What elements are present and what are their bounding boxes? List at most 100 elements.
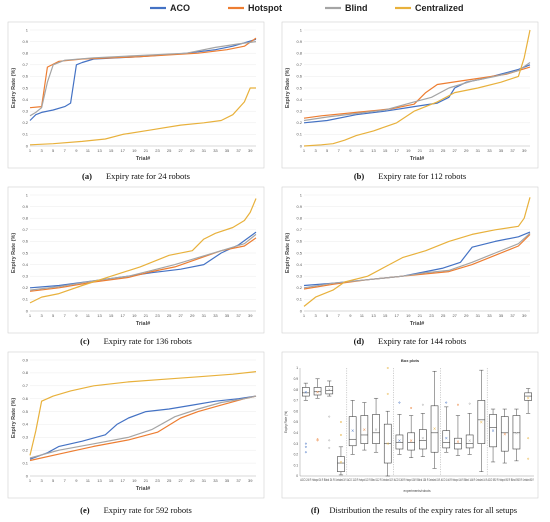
box-mean-marker: × <box>398 438 401 443</box>
x-tick-label: 1 <box>303 148 306 153</box>
y-tick-label: 0.1 <box>22 297 28 302</box>
x-axis-title: Trial# <box>136 156 150 162</box>
x-tick-label: 9 <box>349 313 352 318</box>
x-tick-label: 15 <box>383 148 388 153</box>
y-tick-label: 0.9 <box>22 204 28 209</box>
box-mean-marker: × <box>328 387 331 392</box>
x-tick-label: 19 <box>406 313 411 318</box>
box-iqr <box>477 400 486 444</box>
x-tick-label: 21 <box>418 148 423 153</box>
x-tick-label: 7 <box>338 148 341 153</box>
x-tick-label: 39 <box>248 478 253 483</box>
y-axis-title: Expiry Rate (%) <box>284 411 288 433</box>
caption-text: Expiry rate for 136 robots <box>104 336 192 346</box>
outlier-point <box>410 407 413 409</box>
y-tick-label: 0 <box>300 308 303 313</box>
x-tick-label: 13 <box>97 313 102 318</box>
y-axis-title: Expiry Rate (%) <box>11 68 17 109</box>
box-centralized-112-r: × Centralized 112 R <box>382 367 394 482</box>
x-tick-label: 33 <box>487 148 492 153</box>
series-line-hotspot <box>29 37 257 109</box>
y-tick-label: 0 <box>296 474 298 478</box>
x-tick-label: 3 <box>314 313 317 318</box>
box-mean-marker: × <box>351 428 354 433</box>
x-tick-label: 27 <box>178 148 183 153</box>
x-tick-label: 33 <box>487 313 492 318</box>
y-tick-label: 0.2 <box>22 285 28 290</box>
x-tick-label: 11 <box>86 148 91 153</box>
y-tick-label: 0.5 <box>296 85 302 90</box>
box-iqr <box>372 414 380 444</box>
x-tick-label: 39 <box>248 313 253 318</box>
x-tick-label: 25 <box>167 313 172 318</box>
x-axis-title: Trial# <box>136 321 150 327</box>
x-tick-label: 7 <box>64 148 67 153</box>
caption-text: Expiry rate for 112 robots <box>378 171 466 181</box>
outlier-point <box>328 439 331 442</box>
y-tick-label: 1 <box>26 192 29 197</box>
box-iqr <box>407 432 415 451</box>
outlier-point <box>527 437 530 440</box>
legend: ACO Hotspot Blind Centralized <box>150 3 464 13</box>
caption-d: (d) Expiry rate for 144 robots <box>354 336 467 346</box>
box-aco-592-r: × ACO 592 R <box>487 408 499 482</box>
x-axis-title: experiments/robots <box>403 489 431 493</box>
legend-entry-centralized: Centralized <box>395 3 464 13</box>
x-tick-label: 23 <box>155 478 160 483</box>
y-tick-label: 0.2 <box>296 285 302 290</box>
x-tick-label: 7 <box>338 313 341 318</box>
outlier-point <box>468 402 471 405</box>
outlier-point <box>398 401 401 404</box>
y-tick-label: 0.5 <box>22 85 28 90</box>
y-tick-label: 0.5 <box>22 409 28 414</box>
box-mean-marker: × <box>304 389 307 394</box>
x-tick-label: 19 <box>406 148 411 153</box>
x-tick-label: 17 <box>394 148 399 153</box>
box-iqr <box>337 456 345 472</box>
x-tick-label: 23 <box>429 313 434 318</box>
x-tick-label: 23 <box>155 313 160 318</box>
box-mean-marker: × <box>526 396 529 401</box>
outlier-point <box>457 403 459 406</box>
x-tick-label: 35 <box>225 313 230 318</box>
x-tick-label: 31 <box>202 148 207 153</box>
box-mean-marker: × <box>480 420 483 425</box>
series-line-centralized <box>29 87 256 146</box>
x-tick-label: 3 <box>314 148 317 153</box>
caption-letter: (d) <box>354 336 365 346</box>
box-aco-144-r: × ACO 144 R <box>441 401 453 482</box>
outlier-point <box>304 445 307 448</box>
x-tick-label: 5 <box>52 148 55 153</box>
box-label: ACO 144 R <box>441 478 453 482</box>
y-tick-label: 0.8 <box>296 216 302 221</box>
y-tick-label: 0 <box>300 143 303 148</box>
x-tick-label: 9 <box>75 313 78 318</box>
x-tick-label: 31 <box>202 478 207 483</box>
y-tick-label: 0.1 <box>22 460 28 465</box>
caption-text: Expiry rate for 144 robots <box>378 336 466 346</box>
x-tick-label: 23 <box>429 148 434 153</box>
x-tick-label: 17 <box>120 478 125 483</box>
outlier-point <box>328 446 331 449</box>
box-mean-marker: × <box>468 438 471 443</box>
y-axis-title: Expiry Rate (%) <box>11 398 17 439</box>
y-tick-label: 0.1 <box>294 463 299 467</box>
x-tick-label: 5 <box>326 313 329 318</box>
box-blind-112-r: × Blind 112 R <box>370 397 382 482</box>
box-mean-marker: × <box>339 459 342 464</box>
x-tick-label: 9 <box>75 148 78 153</box>
y-axis-title: Expiry Rate (%) <box>11 233 17 274</box>
y-tick-label: 1 <box>300 27 303 32</box>
legend-label: Centralized <box>415 3 464 13</box>
y-tick-label: 0.8 <box>296 51 302 56</box>
series-line-aco <box>29 38 257 121</box>
x-tick-label: 3 <box>40 148 43 153</box>
caption-text: Distribution the results of the expiry r… <box>329 505 517 515</box>
legend-entry-hotspot: Hotspot <box>228 3 282 13</box>
x-tick-label: 17 <box>120 148 125 153</box>
x-tick-label: 13 <box>97 148 102 153</box>
series-line-centralized <box>29 198 257 304</box>
y-tick-label: 0.7 <box>22 62 28 67</box>
x-tick-label: 37 <box>236 478 241 483</box>
x-tick-label: 37 <box>510 148 515 153</box>
